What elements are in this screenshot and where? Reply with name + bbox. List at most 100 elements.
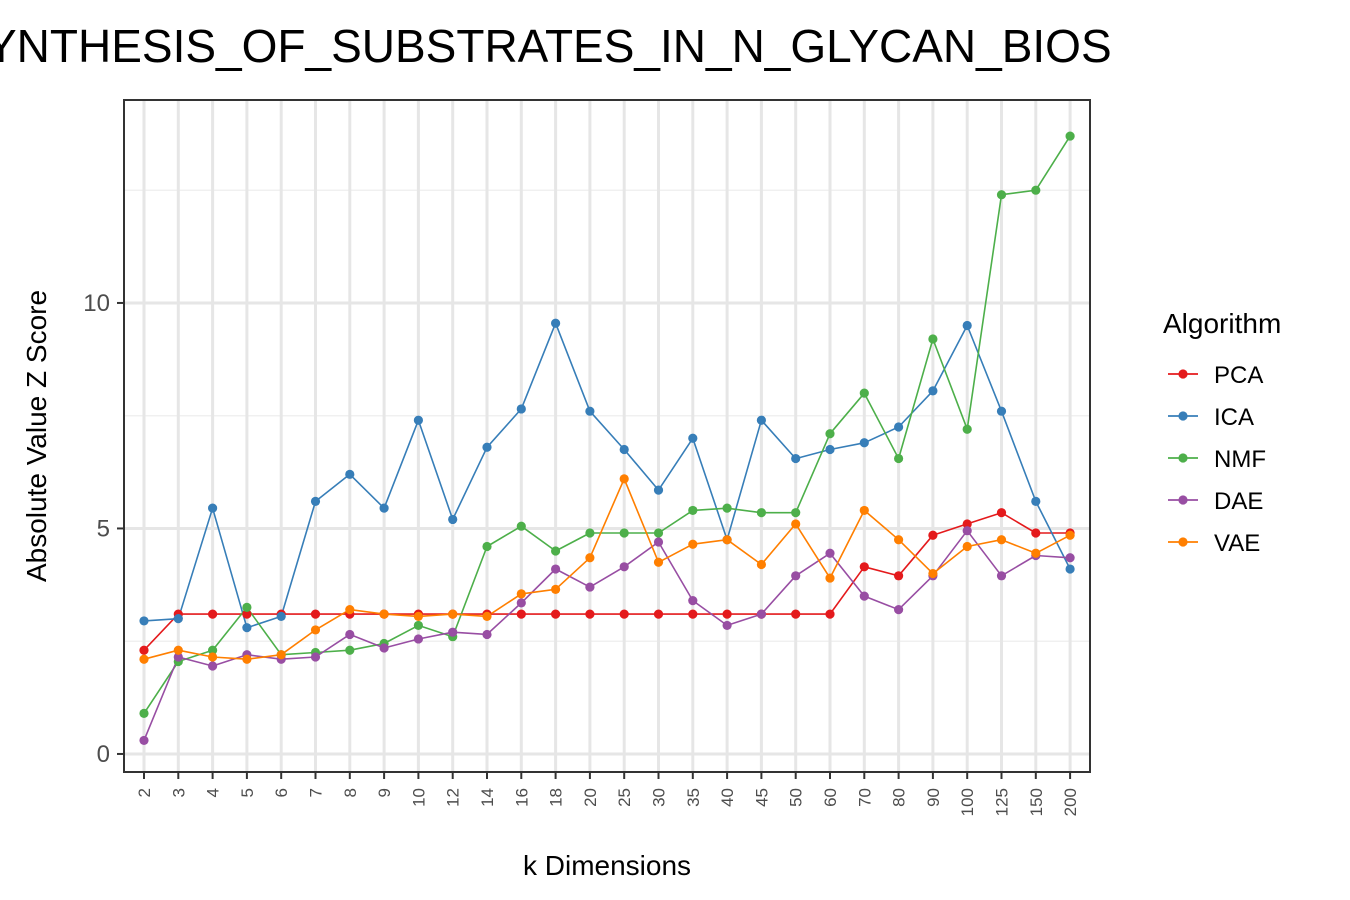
data-point-dae — [688, 596, 698, 606]
data-point-pca — [619, 609, 629, 619]
data-point-dae — [619, 562, 629, 572]
data-point-ica — [516, 404, 526, 414]
x-tick-label: 12 — [444, 788, 463, 807]
x-axis-title: k Dimensions — [523, 850, 691, 881]
legend-label-nmf: NMF — [1214, 446, 1266, 473]
data-point-pca — [585, 609, 595, 619]
legend-key-point-nmf — [1178, 453, 1188, 463]
data-point-vae — [448, 609, 458, 619]
data-point-dae — [585, 582, 595, 592]
series-line-pca — [143, 511, 1071, 651]
data-point-dae — [756, 609, 767, 619]
data-point-dae — [962, 526, 972, 536]
data-point-ica — [996, 406, 1007, 416]
data-point-vae — [208, 652, 218, 662]
x-tick-label: 25 — [615, 788, 634, 807]
x-tick-label: 20 — [581, 788, 600, 807]
data-point-vae — [482, 611, 492, 622]
x-tick-label: 45 — [752, 788, 771, 807]
data-point-ica — [585, 406, 595, 416]
data-point-dae — [448, 627, 458, 637]
data-point-ica — [1031, 496, 1041, 506]
data-point-ica — [619, 444, 629, 455]
y-tick-label: 0 — [97, 741, 110, 768]
x-tick-label: 18 — [547, 788, 566, 807]
x-tick-label: 80 — [890, 788, 909, 807]
data-point-dae — [208, 661, 218, 671]
x-tick-label: 40 — [718, 788, 737, 807]
data-point-vae — [928, 568, 938, 579]
data-point-dae — [894, 605, 904, 615]
data-point-nmf — [859, 388, 869, 398]
data-point-ica — [413, 415, 423, 425]
data-point-vae — [173, 645, 183, 655]
data-point-pca — [962, 519, 972, 529]
data-point-pca — [242, 609, 252, 619]
plot-border — [123, 99, 1091, 773]
data-point-nmf — [345, 645, 355, 655]
data-point-vae — [551, 584, 561, 594]
data-point-vae — [653, 557, 664, 567]
data-point-nmf — [894, 453, 904, 464]
data-point-pca — [894, 571, 904, 581]
data-point-dae — [653, 537, 664, 547]
legend: Algorithm PCA ICA NMF DAE VAE — [1163, 308, 1281, 557]
x-tick-label: 150 — [1027, 788, 1046, 816]
data-point-dae — [1065, 553, 1075, 563]
data-point-dae — [379, 643, 389, 653]
data-point-dae — [482, 629, 492, 640]
data-point-ica — [928, 386, 938, 396]
data-point-vae — [310, 625, 321, 635]
data-point-ica — [825, 444, 835, 455]
data-point-nmf — [1065, 131, 1075, 141]
legend-items: PCA ICA NMF DAE VAE — [1168, 362, 1266, 557]
legend-title: Algorithm — [1163, 308, 1281, 339]
data-point-pca — [791, 609, 801, 619]
x-tick-label: 6 — [272, 788, 291, 797]
x-tick-label: 100 — [958, 788, 977, 816]
data-point-vae — [996, 535, 1007, 545]
x-tick-label: 70 — [855, 788, 874, 807]
x-tick-label: 90 — [924, 788, 943, 807]
series-lines — [143, 135, 1071, 741]
plot-grid — [124, 100, 1090, 772]
x-tick-label: 14 — [478, 788, 497, 807]
data-point-ica — [242, 623, 252, 633]
series-line-vae — [143, 477, 1071, 661]
data-point-nmf — [962, 424, 972, 434]
data-point-vae — [379, 609, 389, 619]
x-tick-label: 4 — [204, 788, 223, 797]
data-point-nmf — [585, 528, 595, 538]
series-points — [139, 131, 1075, 746]
data-point-vae — [688, 539, 698, 549]
data-point-dae — [791, 571, 801, 581]
legend-label-pca: PCA — [1214, 362, 1263, 389]
data-point-vae — [791, 519, 801, 529]
data-point-pca — [996, 508, 1007, 518]
y-tick-label: 10 — [83, 290, 110, 317]
x-axis: 2 3 4 5 6 7 8 9 10 12 14 16 18 20 25 30 35 40 45 50 60 70 80 90… — [135, 772, 1080, 816]
x-tick-label: 125 — [993, 788, 1012, 816]
data-point-dae — [345, 629, 355, 640]
x-tick-label: 60 — [821, 788, 840, 807]
series-line-ica — [143, 322, 1071, 629]
x-tick-label: 50 — [787, 788, 806, 807]
data-point-vae — [276, 650, 286, 660]
data-point-ica — [379, 503, 389, 513]
data-point-vae — [585, 553, 595, 563]
data-point-dae — [825, 548, 835, 558]
data-point-dae — [173, 652, 183, 662]
y-tick-label: 5 — [97, 515, 110, 542]
data-point-ica — [791, 453, 801, 464]
data-point-ica — [448, 514, 458, 525]
legend-key-point-pca — [1178, 369, 1188, 379]
data-point-dae — [996, 571, 1007, 581]
y-axis: 0 5 10 — [83, 290, 124, 768]
data-point-vae — [825, 573, 835, 583]
data-point-vae — [756, 559, 767, 570]
data-point-nmf — [756, 508, 767, 518]
data-point-pca — [928, 530, 938, 540]
x-tick-label: 8 — [341, 788, 360, 797]
data-point-ica — [276, 611, 286, 622]
data-point-vae — [345, 605, 355, 615]
